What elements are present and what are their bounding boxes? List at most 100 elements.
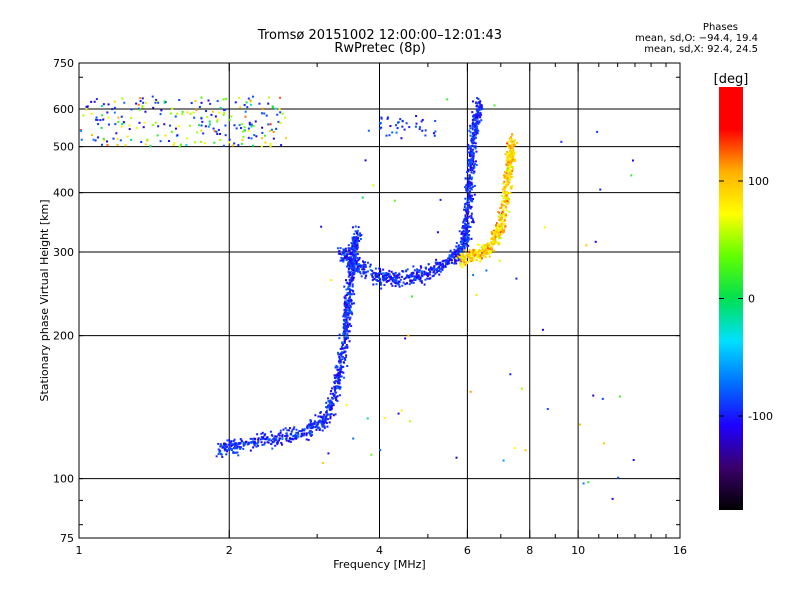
data-point [114,123,117,126]
data-point [270,128,273,131]
data-point [495,225,498,228]
y-tick-label: 600 [53,103,74,116]
data-point [309,427,312,430]
data-point [235,442,238,445]
data-point [380,272,383,275]
data-point [451,261,454,264]
data-point [251,438,254,441]
data-point [476,117,479,120]
data-point [408,283,411,286]
data-point [415,115,418,118]
data-point [501,200,504,203]
data-point [469,165,472,168]
data-point [213,130,216,133]
data-point [472,219,475,222]
data-point [345,334,348,337]
data-point [472,121,475,124]
data-point [464,258,467,261]
data-point [262,436,265,439]
data-point [267,102,270,105]
data-point [511,167,514,170]
data-point [344,320,347,323]
data-point [279,121,282,124]
data-point [337,351,340,354]
data-point [275,127,278,130]
data-point [485,247,488,250]
data-point [346,253,349,256]
data-point [85,105,88,108]
data-point [513,143,516,146]
data-point [461,231,464,234]
data-point [266,441,269,444]
data-point [317,415,320,418]
data-point [456,255,459,258]
data-point [326,418,329,421]
data-point [471,137,474,140]
data-point [476,112,479,115]
data-point [279,429,282,432]
data-point [257,444,260,447]
data-point [452,256,455,259]
data-point [351,226,354,229]
data-point [468,195,471,198]
data-point [233,442,236,445]
data-point [342,251,345,254]
data-point [509,155,512,158]
data-point [245,101,248,104]
data-point [506,166,509,169]
data-point [502,200,505,203]
data-point [336,247,339,250]
data-point [382,268,385,271]
data-point [467,168,470,171]
data-point [363,261,366,264]
data-point [263,134,266,137]
data-point [319,411,322,414]
data-point [241,130,244,133]
data-point [499,237,502,240]
data-point [178,145,181,148]
data-point [471,250,474,253]
data-point [261,131,264,134]
data-point [509,171,512,174]
data-point [356,237,359,240]
data-point [497,234,500,237]
data-point [493,237,496,240]
data-point [350,293,353,296]
data-point [321,418,324,421]
data-point [496,241,499,244]
data-point [320,225,323,228]
data-point [467,181,470,184]
data-point [298,430,301,433]
data-point [82,114,85,117]
data-point [356,240,359,243]
data-point [270,433,273,436]
data-point [344,321,347,324]
data-point [290,430,293,433]
data-point [375,273,378,276]
data-point [321,425,324,428]
data-point [469,167,472,170]
data-point [353,272,356,275]
data-point [417,271,420,274]
data-point [470,157,473,160]
data-point [506,179,509,182]
data-point [321,420,324,423]
data-point [139,97,142,100]
data-point [237,442,240,445]
data-point [468,251,471,254]
data-point [421,270,424,273]
data-point [478,105,481,108]
data-point [350,276,353,279]
data-point [463,249,466,252]
data-point [473,118,476,121]
data-point [356,269,359,272]
data-point [378,268,381,271]
data-point [350,289,353,292]
data-point [251,95,254,98]
data-point [596,130,599,133]
data-point [236,451,239,454]
data-point [337,353,340,356]
data-point [630,174,633,177]
data-point [492,231,495,234]
data-point [453,259,456,262]
